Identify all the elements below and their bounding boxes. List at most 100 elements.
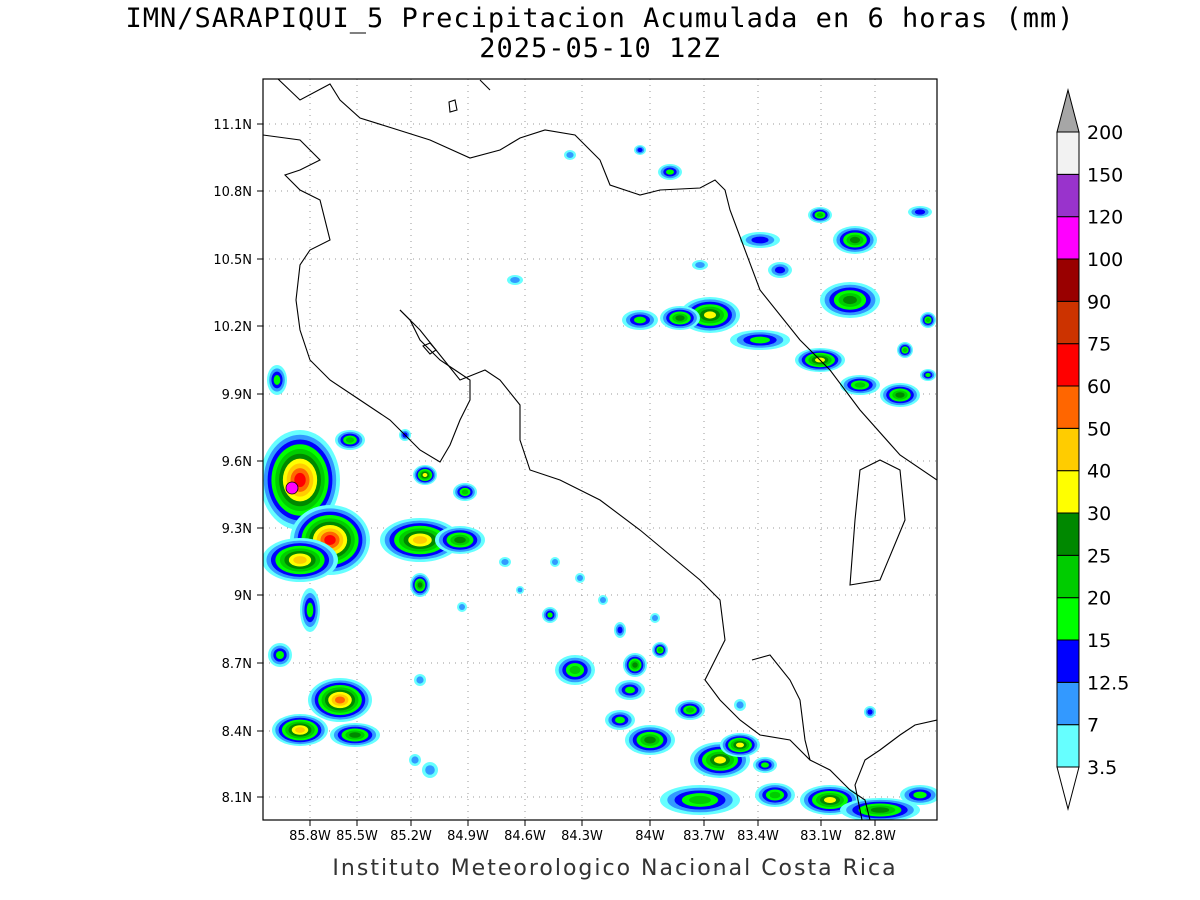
lat-axis: 11.1N 10.8N 10.5N 10.2N 9.9N 9.6N 9.3N 9N 8.7N 8.… — [213, 118, 263, 806]
lon-tick-label: 82.8W — [854, 829, 896, 844]
lon-tick-label: 83.7W — [683, 829, 725, 844]
precip-field — [263, 145, 937, 820]
precip-cell — [349, 732, 361, 738]
precip-cell — [569, 665, 581, 675]
lon-axis: 85.8W 85.5W 85.2W 84.9W 84.6W 84.3W 84W 83.7W 83… — [289, 820, 896, 844]
precip-cell — [547, 612, 553, 618]
colorbar-label: 75 — [1087, 334, 1111, 356]
footer-credit: Instituto Meteorologico Nacional Costa R… — [332, 856, 898, 881]
colorbar-segment — [1056, 258, 1080, 302]
precip-cell — [600, 597, 606, 603]
lat-tick-label: 11.1N — [213, 118, 252, 133]
lon-tick-label: 85.5W — [336, 829, 378, 844]
colorbar-segment — [1056, 681, 1080, 726]
colorbar-label: 120 — [1087, 207, 1123, 229]
precip-cell — [510, 277, 520, 283]
colorbar-label: 12.5 — [1087, 672, 1129, 694]
precip-cell — [625, 686, 635, 694]
lon-tick-label: 84.3W — [561, 829, 603, 844]
colorbar-segment — [1056, 639, 1080, 683]
colorbar-segment — [1056, 131, 1080, 175]
precip-cell — [276, 651, 284, 659]
precip-cell — [769, 791, 781, 799]
precip-cell — [517, 587, 523, 593]
precip-cell — [644, 736, 656, 744]
precip-cell — [849, 236, 861, 244]
precip-peak — [285, 481, 299, 495]
precip-cell — [914, 209, 926, 215]
lat-tick-label: 9.9N — [222, 388, 252, 403]
lat-tick-label: 9N — [234, 589, 252, 604]
precip-cell — [577, 575, 583, 581]
lon-tick-label: 84W — [635, 829, 665, 844]
precip-cell — [566, 152, 574, 158]
precip-cell — [345, 437, 355, 443]
colorbar-label: 150 — [1087, 164, 1123, 186]
precip-cell — [902, 347, 908, 353]
precip-cell — [761, 762, 769, 768]
colorbar-segment — [1056, 597, 1080, 641]
precip-cell — [736, 742, 744, 748]
lon-tick-label: 84.6W — [504, 829, 546, 844]
precip-cell — [714, 756, 726, 764]
precip-cell — [895, 392, 905, 398]
colorbar-label: 3.5 — [1087, 757, 1117, 779]
precip-cell — [843, 295, 857, 305]
precip-cell — [412, 536, 428, 544]
precip-cell — [632, 662, 638, 668]
lat-tick-label: 8.7N — [222, 657, 252, 672]
precip-cell — [925, 317, 931, 323]
precip-cell — [637, 147, 643, 153]
precip-cell — [657, 647, 663, 653]
colorbar-segment — [1056, 300, 1080, 345]
precip-cell — [417, 582, 423, 588]
colorbar-label: 60 — [1087, 376, 1111, 398]
precip-cell — [459, 604, 465, 610]
precip-cell — [685, 707, 695, 713]
lat-tick-label: 10.5N — [213, 253, 252, 268]
colorbar-label: 100 — [1087, 249, 1123, 271]
precip-cell — [273, 375, 281, 385]
precip-cell — [854, 382, 866, 388]
colorbar-segment — [1056, 385, 1080, 429]
colorbar-label: 7 — [1087, 715, 1099, 737]
colorbar-segment — [1056, 512, 1080, 556]
precip-cell — [461, 489, 469, 495]
precip-cell — [552, 559, 558, 565]
precip-cell — [324, 535, 336, 545]
precip-cell — [501, 559, 509, 565]
colorbar-label: 20 — [1087, 588, 1111, 610]
precip-cell — [925, 373, 931, 377]
colorbar: 3.5 7 12.5 15 20 25 30 40 50 60 75 90 100 120 150 200 — [1056, 88, 1129, 811]
precip-cell — [416, 676, 424, 684]
coastline — [263, 79, 937, 820]
colorbar-label: 15 — [1087, 630, 1111, 652]
precip-cell — [695, 262, 705, 268]
colorbar-segment — [1056, 470, 1080, 514]
colorbar-max-arrow — [1056, 88, 1080, 133]
lat-tick-label: 8.1N — [222, 791, 252, 806]
precip-cell — [425, 765, 435, 775]
colorbar-label: 90 — [1087, 291, 1111, 313]
colorbar-label: 200 — [1087, 122, 1123, 144]
precip-cell — [634, 316, 646, 324]
precip-cell — [824, 797, 836, 803]
colorbar-label: 40 — [1087, 461, 1111, 483]
precip-cell — [334, 696, 346, 704]
precip-cell — [293, 556, 307, 564]
precip-cell — [294, 472, 306, 488]
precip-cell — [675, 315, 685, 321]
precip-cell — [736, 701, 744, 709]
lon-tick-label: 84.9W — [447, 829, 489, 844]
map-title: IMN/SARAPIQUI_5 Precipitacion Acumulada … — [125, 3, 1075, 34]
lat-tick-label: 10.2N — [213, 320, 252, 335]
precip-cell — [870, 807, 890, 813]
lat-tick-label: 9.6N — [222, 455, 252, 470]
colorbar-segment — [1056, 216, 1080, 260]
lon-tick-label: 85.8W — [289, 829, 331, 844]
precip-cell — [306, 602, 314, 618]
lat-tick-label: 9.3N — [222, 522, 252, 537]
lon-tick-label: 83.4W — [737, 829, 779, 844]
map-frame — [262, 78, 938, 821]
